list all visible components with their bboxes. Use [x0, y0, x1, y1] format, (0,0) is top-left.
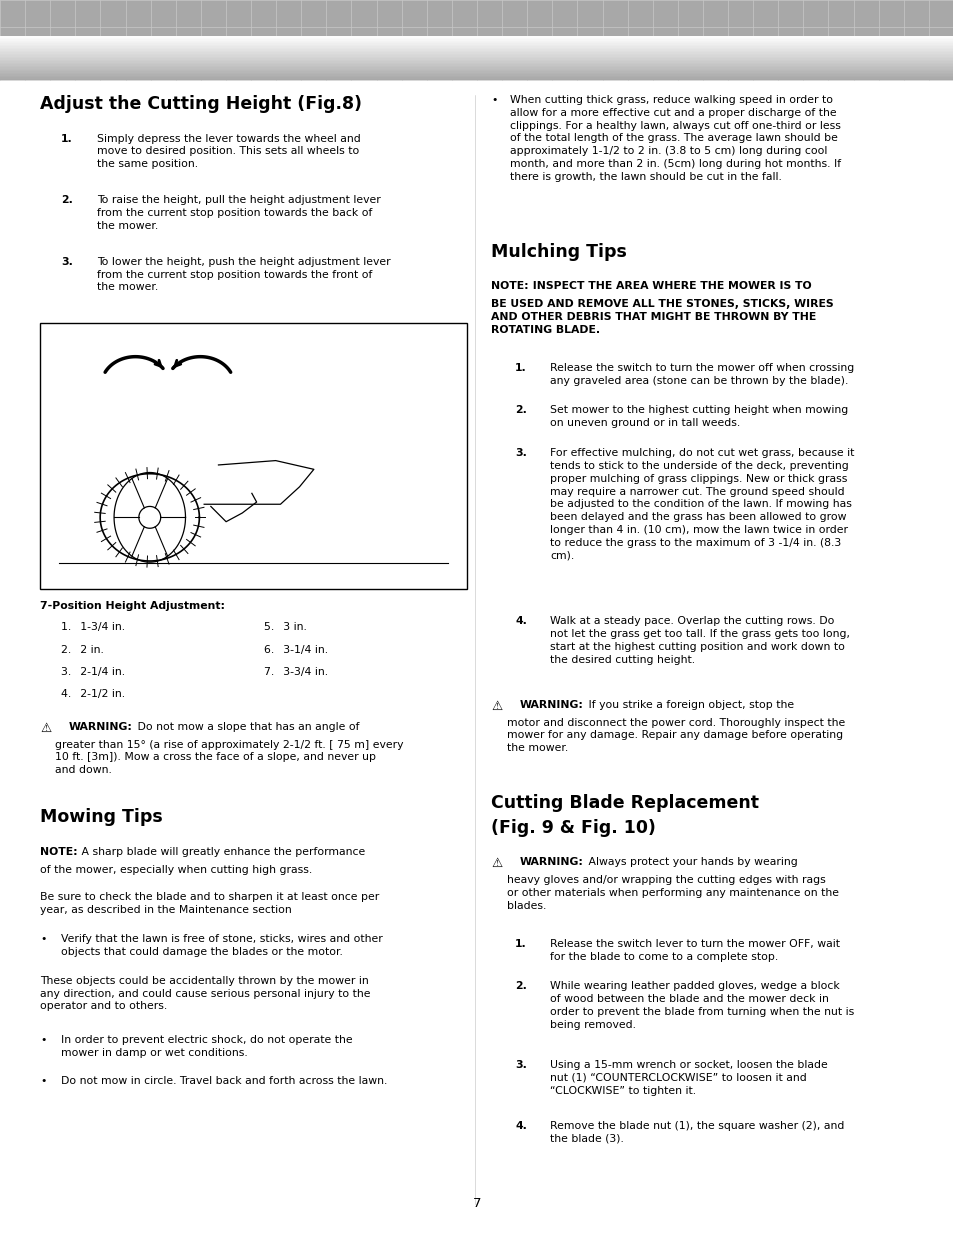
- Bar: [0, 67, 953, 68]
- Text: 2.: 2.: [515, 982, 526, 992]
- Text: Simply depress the lever towards the wheel and
move to desired position. This se: Simply depress the lever towards the whe…: [97, 133, 360, 169]
- Text: heavy gloves and/or wrapping the cutting edges with rags
or other materials when: heavy gloves and/or wrapping the cutting…: [506, 876, 838, 910]
- Bar: [0, 74, 953, 75]
- Text: ⚠: ⚠: [491, 857, 502, 871]
- Bar: [0, 56, 953, 57]
- Text: In order to prevent electric shock, do not operate the
mower in damp or wet cond: In order to prevent electric shock, do n…: [61, 1035, 353, 1058]
- Text: 2.: 2.: [61, 195, 72, 205]
- Text: If you strike a foreign object, stop the: If you strike a foreign object, stop the: [584, 700, 793, 710]
- Text: 1.: 1.: [515, 939, 526, 948]
- Text: 7.  3-3/4 in.: 7. 3-3/4 in.: [264, 667, 328, 677]
- Bar: [0, 73, 953, 74]
- Bar: [40, 324, 467, 589]
- Text: 2.  2 in.: 2. 2 in.: [61, 645, 104, 655]
- Text: NOTE:: NOTE:: [491, 282, 528, 291]
- Bar: [0, 49, 953, 51]
- Bar: [0, 44, 953, 47]
- Bar: [0, 78, 953, 79]
- Text: 4.  2-1/2 in.: 4. 2-1/2 in.: [61, 689, 125, 699]
- Bar: [0, 72, 953, 73]
- Bar: [0, 40, 953, 41]
- Bar: [0, 68, 953, 70]
- Text: 6.  3-1/4 in.: 6. 3-1/4 in.: [264, 645, 328, 655]
- Text: ⚠: ⚠: [40, 721, 51, 735]
- Bar: [0, 62, 953, 63]
- Text: Do not mow in circle. Travel back and forth across the lawn.: Do not mow in circle. Travel back and fo…: [61, 1076, 387, 1086]
- Text: These objects could be accidentally thrown by the mower in
any direction, and co: These objects could be accidentally thro…: [40, 976, 370, 1011]
- Bar: [0, 52, 953, 54]
- Text: •: •: [40, 934, 47, 944]
- Text: Do not mow a slope that has an angle of: Do not mow a slope that has an angle of: [133, 721, 358, 731]
- Text: High: High: [90, 437, 119, 447]
- Text: 1.  1-3/4 in.: 1. 1-3/4 in.: [61, 622, 125, 632]
- Text: 3.: 3.: [61, 257, 72, 267]
- Text: Cutting Blade Replacement: Cutting Blade Replacement: [491, 794, 759, 811]
- Text: 1.: 1.: [515, 363, 526, 373]
- Text: WARNING:: WARNING:: [519, 857, 583, 867]
- Bar: [0, 47, 953, 48]
- Bar: [0, 64, 953, 65]
- Text: 1.: 1.: [61, 133, 72, 143]
- Bar: [0, 51, 953, 52]
- Text: NOTE:: NOTE:: [40, 847, 77, 857]
- Text: greater than 15° (a rise of approximately 2-1/2 ft. [ 75 m] every
10 ft. [3m]). : greater than 15° (a rise of approximatel…: [55, 740, 403, 776]
- Text: 4.: 4.: [515, 1120, 526, 1130]
- Text: BE USED AND REMOVE ALL THE STONES, STICKS, WIRES
AND OTHER DEBRIS THAT MIGHT BE : BE USED AND REMOVE ALL THE STONES, STICK…: [491, 299, 833, 335]
- Text: Remove the blade nut (1), the square washer (2), and
the blade (3).: Remove the blade nut (1), the square was…: [550, 1120, 844, 1144]
- Bar: [0, 59, 953, 62]
- Bar: [0, 43, 953, 44]
- Text: Mowing Tips: Mowing Tips: [40, 808, 163, 826]
- Text: 4.: 4.: [515, 616, 526, 626]
- Bar: [0, 42, 953, 43]
- Text: 3.  2-1/4 in.: 3. 2-1/4 in.: [61, 667, 125, 677]
- Text: 2.: 2.: [515, 405, 526, 415]
- Text: While wearing leather padded gloves, wedge a block
of wood between the blade and: While wearing leather padded gloves, wed…: [550, 982, 854, 1030]
- Bar: [0, 54, 953, 56]
- Text: of the mower, especially when cutting high grass.: of the mower, especially when cutting hi…: [40, 864, 312, 874]
- Text: •: •: [491, 95, 497, 105]
- Bar: [0, 65, 953, 67]
- Bar: [0, 75, 953, 78]
- Text: Fig. 8: Fig. 8: [50, 336, 87, 348]
- Bar: [0, 57, 953, 58]
- Text: •: •: [40, 1035, 47, 1045]
- Text: Walk at a steady pace. Overlap the cutting rows. Do
not let the grass get too ta: Walk at a steady pace. Overlap the cutti…: [550, 616, 849, 664]
- Text: WARNING:: WARNING:: [69, 721, 132, 731]
- Bar: [0, 79, 953, 80]
- Text: Set mower to the highest cutting height when mowing
on uneven ground or in tall : Set mower to the highest cutting height …: [550, 405, 848, 429]
- Text: 5.  3 in.: 5. 3 in.: [264, 622, 307, 632]
- Text: •: •: [40, 1076, 47, 1086]
- Text: Verify that the lawn is free of stone, sticks, wires and other
objects that coul: Verify that the lawn is free of stone, s…: [61, 934, 382, 957]
- Text: Low: Low: [170, 437, 195, 447]
- Bar: [0, 36, 953, 37]
- Text: 7: 7: [473, 1197, 480, 1210]
- Text: When cutting thick grass, reduce walking speed in order to
allow for a more effe: When cutting thick grass, reduce walking…: [510, 95, 841, 182]
- Text: ⚠: ⚠: [491, 700, 502, 713]
- Text: 3.: 3.: [515, 1060, 526, 1070]
- Bar: [0, 58, 953, 59]
- Text: Mulching Tips: Mulching Tips: [491, 242, 626, 261]
- Bar: [0, 48, 953, 49]
- Text: Release the switch lever to turn the mower OFF, wait
for the blade to come to a : Release the switch lever to turn the mow…: [550, 939, 840, 962]
- Text: Be sure to check the blade and to sharpen it at least once per
year, as describe: Be sure to check the blade and to sharpe…: [40, 893, 379, 915]
- Text: Release the switch to turn the mower off when crossing
any graveled area (stone : Release the switch to turn the mower off…: [550, 363, 854, 385]
- Text: 7-Position Height Adjustment:: 7-Position Height Adjustment:: [40, 601, 225, 611]
- Bar: [0, 63, 953, 64]
- Bar: [0, 70, 953, 72]
- Text: To lower the height, push the height adjustment lever
from the current stop posi: To lower the height, push the height adj…: [97, 257, 391, 293]
- Bar: [0, 0, 953, 80]
- Text: (Fig. 9 & Fig. 10): (Fig. 9 & Fig. 10): [491, 819, 656, 836]
- Bar: [0, 41, 953, 42]
- Text: To raise the height, pull the height adjustment lever
from the current stop posi: To raise the height, pull the height adj…: [97, 195, 380, 231]
- Text: INSPECT THE AREA WHERE THE MOWER IS TO: INSPECT THE AREA WHERE THE MOWER IS TO: [529, 282, 811, 291]
- Text: Always protect your hands by wearing: Always protect your hands by wearing: [584, 857, 797, 867]
- Text: WARNING:: WARNING:: [519, 700, 583, 710]
- Text: Adjust the Cutting Height (Fig.8): Adjust the Cutting Height (Fig.8): [40, 95, 362, 114]
- Text: For effective mulching, do not cut wet grass, because it
tends to stick to the u: For effective mulching, do not cut wet g…: [550, 448, 854, 561]
- Text: A sharp blade will greatly enhance the performance: A sharp blade will greatly enhance the p…: [78, 847, 365, 857]
- Text: Using a 15-mm wrench or socket, loosen the blade
nut (1) “COUNTERCLOCKWISE” to l: Using a 15-mm wrench or socket, loosen t…: [550, 1060, 827, 1095]
- Bar: [0, 37, 953, 40]
- Text: 3.: 3.: [515, 448, 526, 458]
- Text: motor and disconnect the power cord. Thoroughly inspect the
mower for any damage: motor and disconnect the power cord. Tho…: [506, 718, 844, 753]
